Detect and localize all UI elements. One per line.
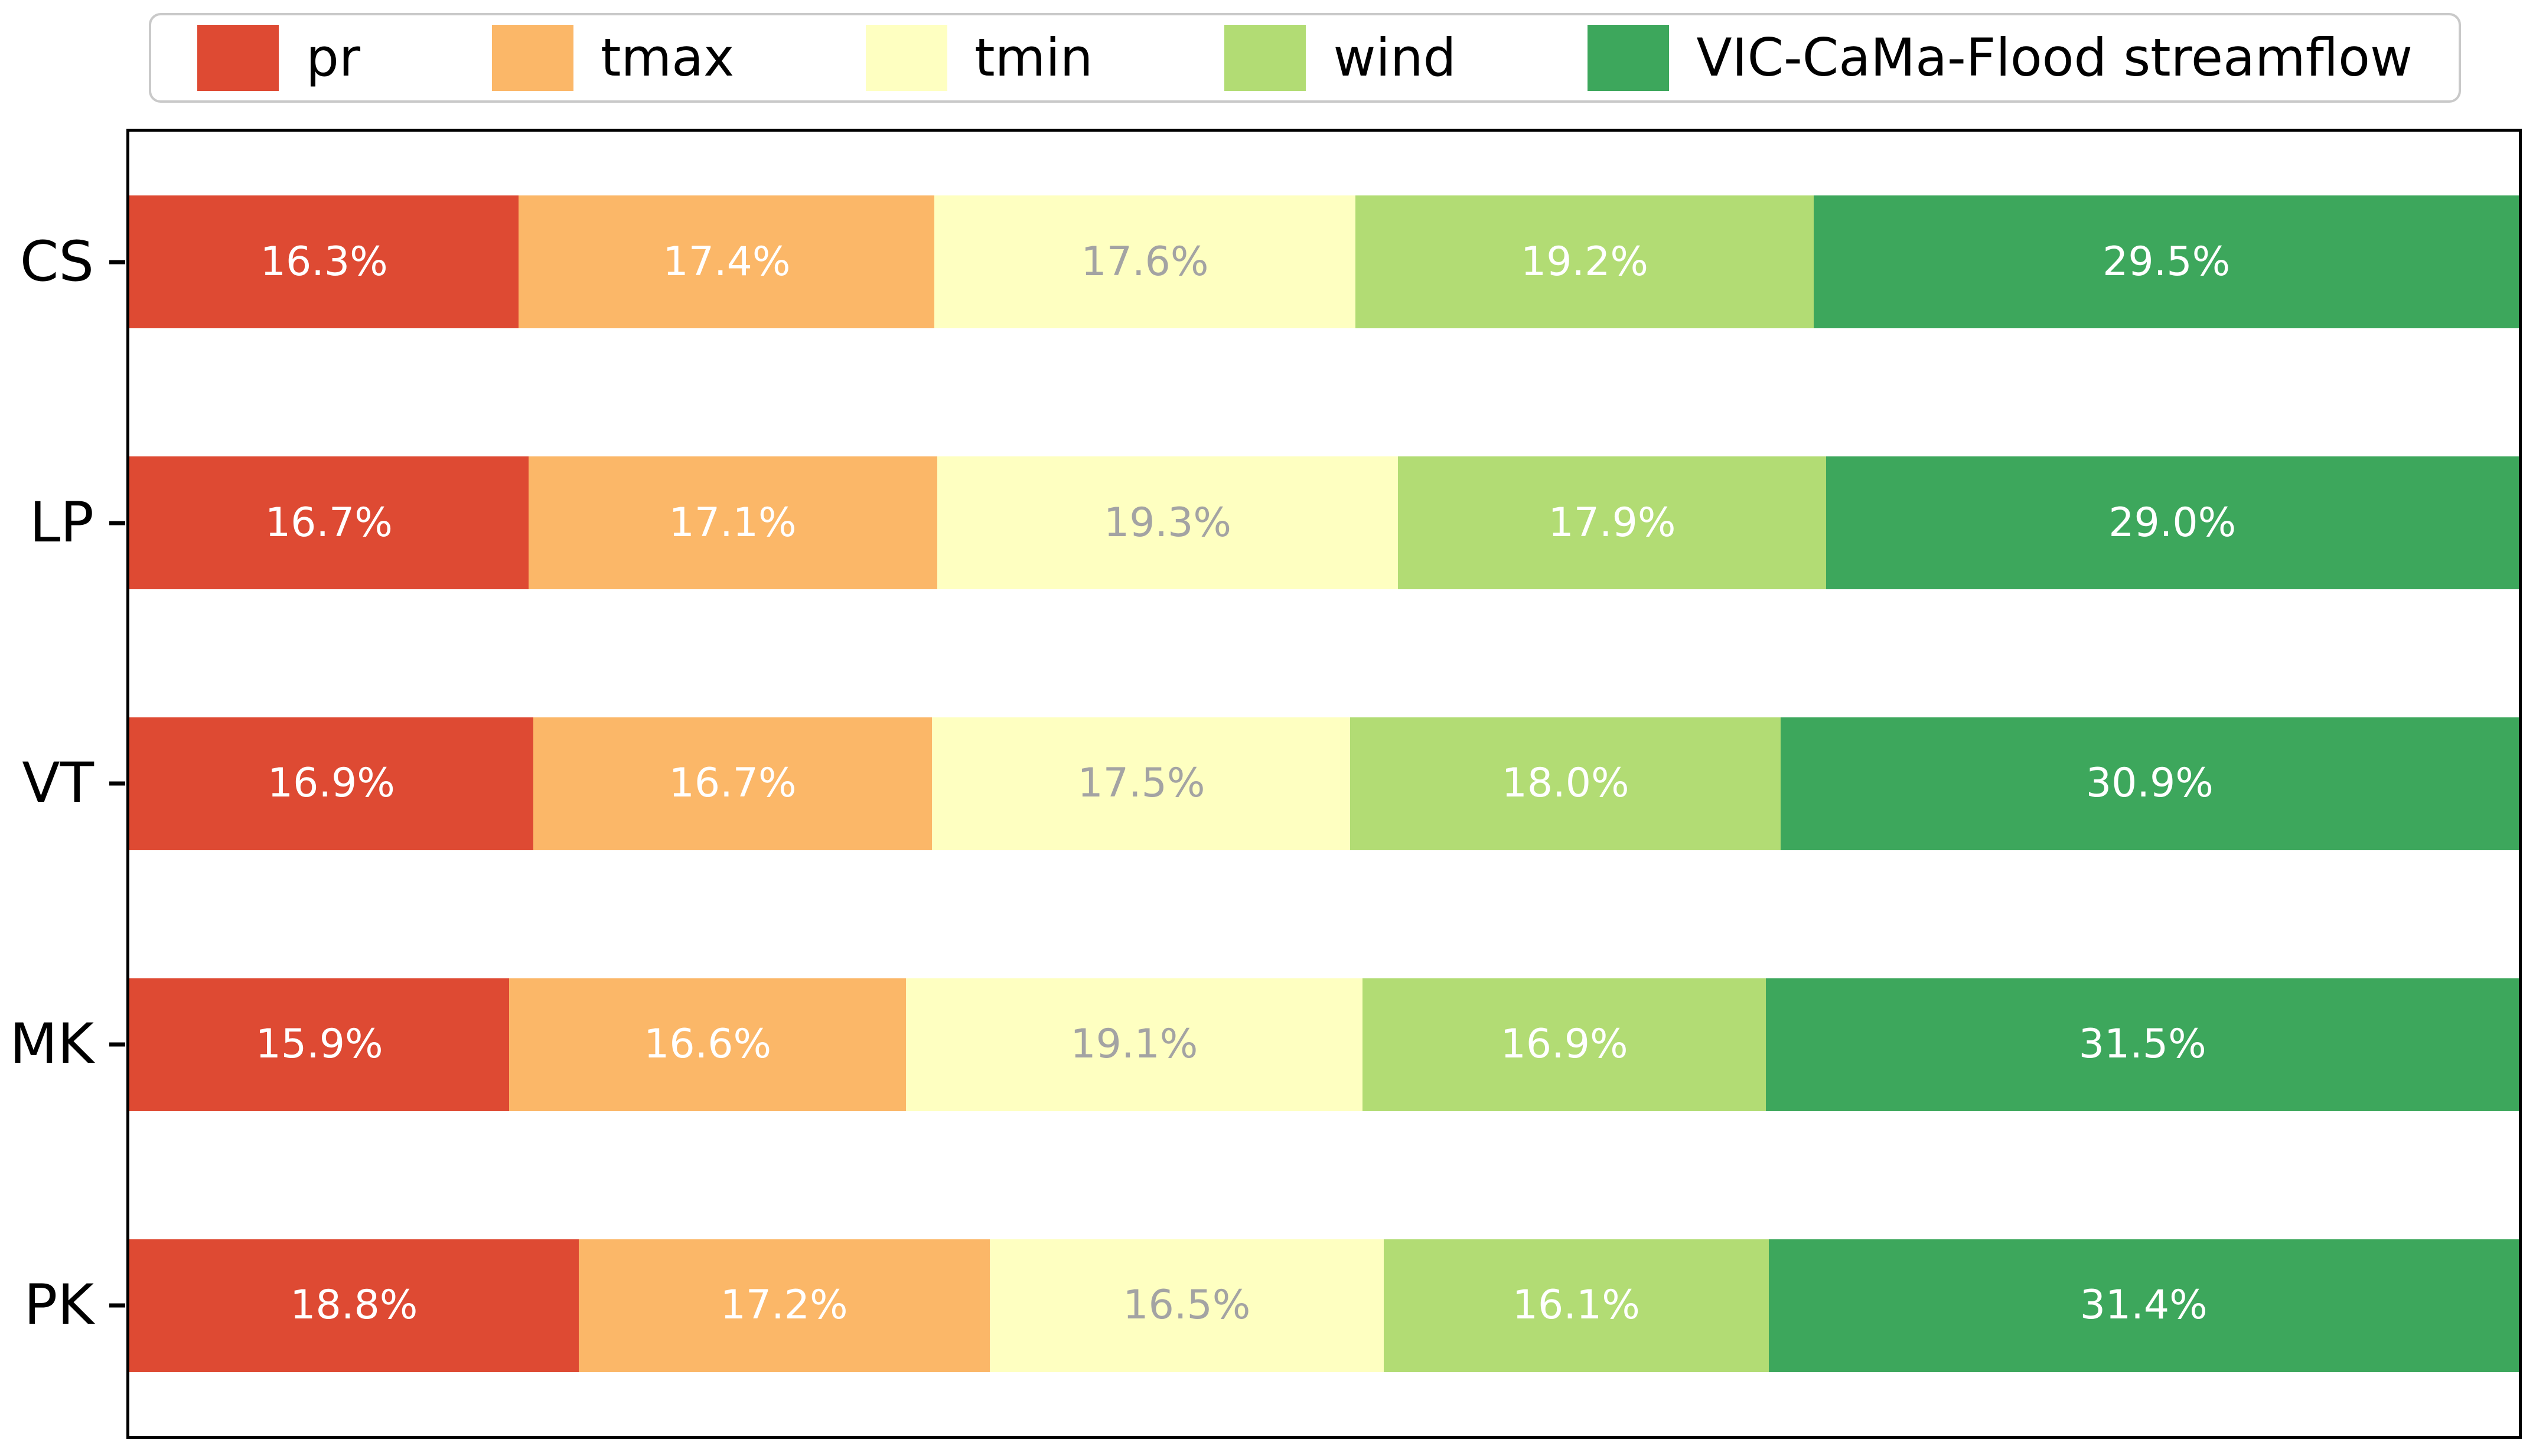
- segment-vt-streamflow: 30.9%: [1780, 717, 2519, 850]
- segment-vt-tmin: 17.5%: [932, 717, 1351, 850]
- stacked-bar-pk: 18.8% 17.2% 16.5% 16.1% 31.4%: [129, 1239, 2519, 1372]
- segment-pk-tmax: 17.2%: [578, 1239, 990, 1372]
- stacked-bar-mk: 15.9% 16.6% 19.1% 16.9% 31.5%: [129, 978, 2519, 1111]
- segment-value-label: 16.6%: [644, 1021, 772, 1068]
- legend-item-tmax: tmax: [491, 25, 735, 91]
- y-tick-label-pk: PK: [24, 1273, 94, 1338]
- legend-label-streamflow: VIC-CaMa-Flood streamflow: [1696, 27, 2413, 88]
- legend-swatch-wind: [1224, 25, 1306, 91]
- segment-mk-tmax: 16.6%: [509, 978, 906, 1111]
- segment-cs-streamflow: 29.5%: [1814, 195, 2519, 329]
- legend-label-tmin: tmin: [974, 27, 1093, 88]
- segment-value-label: 19.3%: [1103, 499, 1231, 546]
- segment-value-label: 29.0%: [2108, 499, 2237, 546]
- bar-row-pk: PK 18.8% 17.2% 16.5% 16.1% 31.4%: [24, 1175, 2519, 1436]
- segment-lp-streamflow: 29.0%: [1826, 456, 2519, 590]
- legend-item-pr: pr: [197, 25, 360, 91]
- bar-row-mk: MK 15.9% 16.6% 19.1% 16.9% 31.5%: [9, 914, 2519, 1175]
- legend-item-tmin: tmin: [866, 25, 1093, 91]
- segment-vt-wind: 18.0%: [1350, 717, 1781, 850]
- legend-swatch-streamflow: [1588, 25, 1670, 91]
- legend: pr tmax tmin wind VIC-CaMa-Flood streamf…: [149, 13, 2461, 103]
- y-tick-cs: [109, 260, 125, 265]
- y-tick-label-mk: MK: [9, 1012, 94, 1077]
- segment-value-label: 17.6%: [1081, 238, 1209, 285]
- stacked-bar-vt: 16.9% 16.7% 17.5% 18.0% 30.9%: [129, 717, 2519, 850]
- segment-mk-wind: 16.9%: [1362, 978, 1766, 1111]
- stacked-bar-cs: 16.3% 17.4% 17.6% 19.2% 29.5%: [129, 195, 2519, 329]
- segment-pk-wind: 16.1%: [1384, 1239, 1769, 1372]
- y-tick-pk: [109, 1303, 125, 1308]
- bar-row-cs: CS 16.3% 17.4% 17.6% 19.2% 29.5%: [20, 132, 2519, 393]
- segment-value-label: 17.4%: [663, 238, 791, 285]
- segment-value-label: 16.7%: [265, 499, 393, 546]
- segment-value-label: 16.1%: [1512, 1282, 1640, 1329]
- legend-item-wind: wind: [1224, 25, 1456, 91]
- legend-swatch-tmin: [866, 25, 948, 91]
- legend-label-pr: pr: [306, 27, 361, 88]
- segment-value-label: 30.9%: [2085, 760, 2214, 807]
- segment-mk-tmin: 19.1%: [905, 978, 1362, 1111]
- segment-pk-pr: 18.8%: [129, 1239, 579, 1372]
- y-tick-label-lp: LP: [29, 490, 94, 555]
- y-tick-lp: [109, 521, 125, 525]
- y-tick-label-vt: VT: [22, 751, 94, 816]
- segment-value-label: 18.8%: [290, 1282, 418, 1329]
- segment-lp-wind: 17.9%: [1398, 456, 1826, 590]
- segment-lp-pr: 16.7%: [129, 456, 529, 590]
- segment-value-label: 16.9%: [267, 760, 395, 807]
- segment-value-label: 17.2%: [720, 1282, 848, 1329]
- segment-value-label: 19.2%: [1520, 238, 1648, 285]
- segment-cs-tmin: 17.6%: [934, 195, 1355, 329]
- segment-value-label: 17.1%: [669, 499, 797, 546]
- segment-value-label: 31.5%: [2078, 1021, 2206, 1068]
- segment-value-label: 17.5%: [1077, 760, 1205, 807]
- plot-area: CS 16.3% 17.4% 17.6% 19.2% 29.5% LP 16.7% 17.1% 1…: [9, 129, 2522, 1439]
- legend-label-tmax: tmax: [600, 27, 735, 88]
- legend-swatch-tmax: [491, 25, 573, 91]
- segment-lp-tmax: 17.1%: [528, 456, 937, 590]
- y-tick-mk: [109, 1042, 125, 1047]
- segment-vt-tmax: 16.7%: [533, 717, 933, 850]
- segment-vt-pr: 16.9%: [129, 717, 533, 850]
- stacked-bar-lp: 16.7% 17.1% 19.3% 17.9% 29.0%: [129, 456, 2519, 590]
- segment-value-label: 16.3%: [260, 238, 388, 285]
- segment-value-label: 29.5%: [2103, 238, 2231, 285]
- segment-pk-streamflow: 31.4%: [1768, 1239, 2519, 1372]
- segment-value-label: 17.9%: [1548, 499, 1676, 546]
- segment-value-label: 31.4%: [2079, 1282, 2208, 1329]
- y-tick-label-cs: CS: [19, 229, 94, 294]
- segment-mk-pr: 15.9%: [129, 978, 510, 1111]
- segment-value-label: 18.0%: [1501, 760, 1629, 807]
- segment-value-label: 19.1%: [1070, 1021, 1198, 1068]
- bar-row-lp: LP 16.7% 17.1% 19.3% 17.9% 29.0%: [30, 393, 2519, 654]
- segment-lp-tmin: 19.3%: [937, 456, 1399, 590]
- legend-item-streamflow: VIC-CaMa-Flood streamflow: [1588, 25, 2413, 91]
- segment-value-label: 15.9%: [255, 1021, 383, 1068]
- segment-cs-wind: 19.2%: [1355, 195, 1814, 329]
- legend-swatch-pr: [197, 25, 279, 91]
- y-tick-vt: [109, 781, 125, 786]
- segment-cs-tmax: 17.4%: [519, 195, 935, 329]
- segment-mk-streamflow: 31.5%: [1766, 978, 2519, 1111]
- legend-label-wind: wind: [1333, 27, 1456, 88]
- segment-value-label: 16.7%: [669, 760, 797, 807]
- segment-pk-tmin: 16.5%: [989, 1239, 1384, 1372]
- segment-value-label: 16.9%: [1500, 1021, 1628, 1068]
- bar-row-vt: VT 16.9% 16.7% 17.5% 18.0% 30.9%: [22, 654, 2519, 915]
- segment-cs-pr: 16.3%: [129, 195, 519, 329]
- segment-value-label: 16.5%: [1123, 1282, 1251, 1329]
